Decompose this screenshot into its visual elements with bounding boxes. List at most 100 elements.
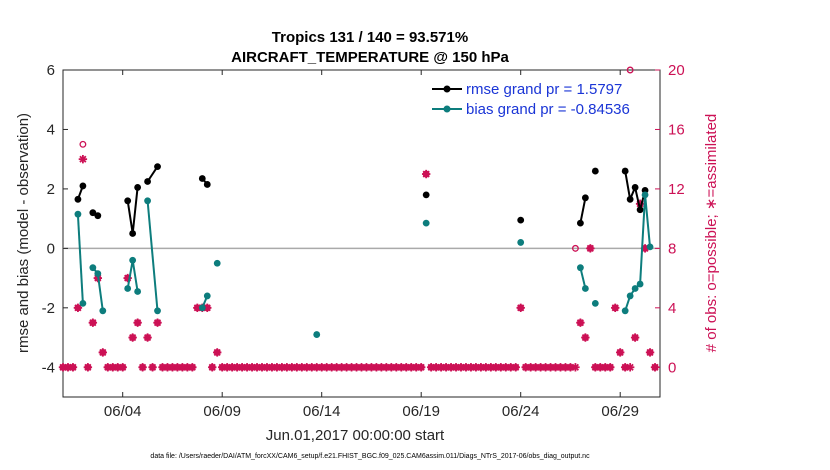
bias-point	[129, 256, 137, 264]
obs-assimilated-stroke	[79, 155, 87, 163]
bias-point	[517, 239, 525, 246]
y-axis-left: -4 -2 0 2 4 6	[42, 62, 68, 376]
bias-point	[313, 331, 321, 338]
obs-assimilated-stroke	[611, 304, 619, 312]
rmse-point	[636, 206, 644, 214]
obs-assimilated-marker	[586, 244, 595, 253]
x-tick-label: 06/24	[502, 403, 540, 420]
obs-assimilated-stroke	[606, 363, 614, 371]
obs-assimilated-stroke	[148, 363, 157, 371]
obs-assimilated-marker	[581, 333, 590, 342]
obs-assimilated-marker	[650, 363, 660, 372]
rmse-point	[154, 163, 161, 171]
x-tick-label: 06/29	[601, 403, 639, 420]
obs-assimilated-marker	[68, 363, 78, 372]
rmse-point	[631, 184, 639, 191]
y-right-tick-label: 12	[668, 181, 685, 198]
obs-assimilated-stroke	[69, 363, 77, 371]
x-tick-label: 06/14	[303, 403, 341, 420]
metric-series	[74, 163, 654, 338]
obs-assimilated-stroke	[143, 333, 152, 342]
rmse-point	[517, 216, 525, 224]
obs-possible-marker	[626, 66, 634, 74]
obs-assimilated-marker	[516, 303, 525, 313]
rmse-point	[198, 175, 206, 182]
obs-assimilated-marker	[128, 333, 137, 342]
obs-possible-marker	[79, 140, 87, 148]
bias-point	[79, 299, 87, 307]
obs-assimilated-stroke	[139, 363, 147, 371]
bias-line-segment	[579, 267, 587, 289]
y-left-tick-label: 2	[47, 181, 55, 198]
rmse-point	[94, 212, 102, 220]
bias-point	[89, 264, 97, 272]
rmse-point	[134, 184, 142, 191]
obs-assimilated-stroke	[586, 244, 594, 252]
y-left-tick-label: 6	[47, 62, 55, 79]
obs-assimilated-marker	[606, 363, 615, 372]
rmse-point	[422, 191, 430, 199]
bias-point	[198, 304, 206, 312]
legend: rmse grand pr = 1.5797 bias grand pr = -…	[425, 78, 653, 124]
y-right-tick-label: 8	[668, 240, 676, 257]
rmse-point	[203, 181, 211, 188]
obs-assimilated-marker	[153, 318, 162, 327]
obs-assimilated-marker	[611, 303, 620, 313]
y-axis-left-label: rmse and bias (model - observation)	[15, 113, 32, 353]
y-right-tick-label: 20	[668, 62, 685, 79]
obs-assimilated-stroke	[616, 348, 624, 356]
obs-assimilated-stroke	[646, 348, 654, 356]
bias-point	[74, 210, 82, 218]
obs-assimilated-stroke	[74, 304, 82, 312]
bias-point	[422, 219, 430, 227]
x-tick-label: 06/19	[402, 403, 440, 420]
bias-point	[631, 285, 639, 292]
x-axis: 06/04 06/09 06/14 06/19 06/24 06/29	[104, 70, 639, 420]
obs-assimilated-marker	[645, 348, 655, 357]
obs-assimilated-marker	[571, 363, 580, 372]
obs-assimilated-marker	[208, 363, 217, 372]
obs-assimilated-marker	[188, 363, 197, 372]
legend-rmse-marker	[443, 85, 451, 93]
x-tick-label: 06/04	[104, 403, 142, 420]
bias-line-segment	[76, 214, 84, 304]
obs-assimilated-marker	[78, 154, 88, 164]
obs-assimilated-stroke	[631, 333, 639, 342]
y-left-tick-label: -2	[42, 300, 55, 317]
bias-point	[94, 270, 102, 278]
rmse-point	[626, 195, 634, 203]
y-right-tick-label: 4	[668, 300, 676, 317]
obs-assimilated-marker	[148, 363, 157, 372]
obs-possible-marker	[571, 244, 579, 252]
x-axis-label: Jun.01,2017 00:00:00 start	[266, 427, 445, 444]
obs-assimilated-marker	[213, 348, 222, 357]
legend-bias-marker	[443, 105, 451, 113]
obs-assimilated-stroke	[213, 348, 221, 356]
obs-assimilated-marker	[421, 169, 431, 179]
obs-assimilated-stroke	[422, 170, 430, 178]
y-right-tick-label: 16	[668, 121, 685, 138]
obs-assimilated-stroke	[119, 363, 127, 371]
bias-point	[581, 285, 589, 292]
obs-assimilated-stroke	[651, 363, 659, 371]
obs-assimilated-stroke	[571, 363, 580, 371]
obs-assimilated-marker	[511, 363, 520, 372]
x-tick-label: 06/09	[203, 403, 241, 420]
obs-assimilated-marker	[133, 318, 142, 327]
legend-bias-label: bias grand pr = -0.84536	[466, 101, 630, 118]
y-left-tick-label: 0	[47, 240, 55, 257]
bias-point	[203, 292, 211, 300]
bias-point	[99, 307, 107, 315]
obs-assimilated-marker	[417, 363, 426, 372]
plot-frame	[62, 69, 661, 398]
obs-assimilated-marker	[630, 333, 640, 342]
legend-rmse-label: rmse grand pr = 1.5797	[466, 81, 622, 98]
bias-point	[154, 307, 161, 315]
bias-point	[134, 288, 142, 295]
y-right-tick-label: 0	[668, 359, 676, 376]
obs-assimilated-marker	[625, 363, 635, 372]
rmse-point	[124, 197, 132, 205]
obs-assimilated-stroke	[581, 333, 589, 342]
bias-point	[621, 307, 629, 315]
